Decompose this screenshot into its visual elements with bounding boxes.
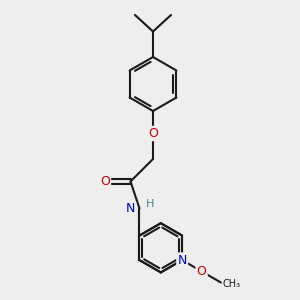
Text: N: N bbox=[177, 254, 187, 267]
Text: H: H bbox=[146, 199, 154, 209]
Text: N: N bbox=[126, 202, 135, 215]
Text: O: O bbox=[197, 265, 206, 278]
Text: O: O bbox=[100, 175, 110, 188]
Text: CH₃: CH₃ bbox=[223, 279, 241, 289]
Text: O: O bbox=[148, 127, 158, 140]
